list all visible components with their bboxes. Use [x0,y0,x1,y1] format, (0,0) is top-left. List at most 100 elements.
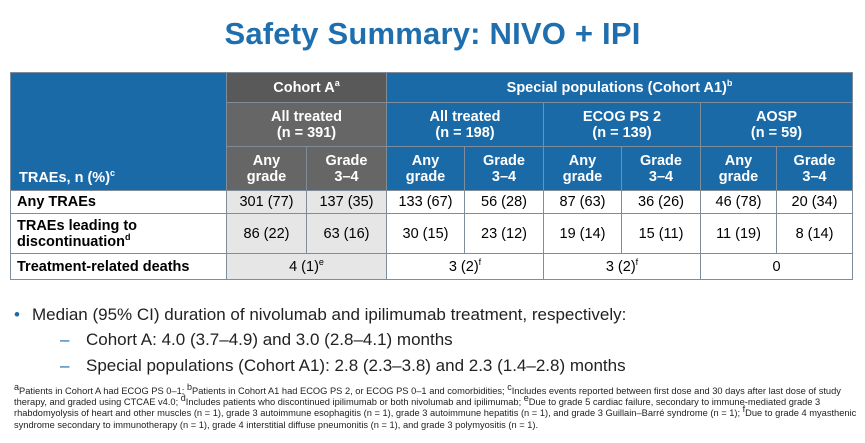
cohort-a-label: Cohort A [273,79,335,96]
col-label: 3–4 [491,168,517,185]
footnote-text: Patients in Cohort A1 had ECOG PS 2, or … [192,386,508,396]
footnote-mark: b [726,77,733,88]
group-header-ecog: ECOG PS 2 (n = 139) [543,102,701,147]
col-label: 3–4 [334,168,359,185]
col-label: grade [562,168,603,185]
footnote-mark: c [507,381,512,392]
row-label-line: discontinuation [17,233,125,250]
col-label: Any [568,152,597,169]
footnote-mark: d [180,393,186,404]
sub-bullet-text: Special populations (Cohort A1): 2.8 (2.… [86,356,626,375]
footnote-mark: f [635,256,639,267]
footnote-mark: c [110,168,116,179]
table-cell: 11 (19) [700,213,777,254]
col-label: 3–4 [802,168,827,185]
bullet-icon: • [14,305,20,324]
group-name: AOSP [755,108,798,125]
col-grade-3-4: Grade 3–4 [621,146,701,191]
cohort-a-header: Cohort Aa [226,72,387,103]
table-cell: 23 (12) [464,213,544,254]
group-n: (n = 391) [276,124,337,141]
cell-value: 3 (2) [605,258,636,275]
col-label: Any [411,152,440,169]
table-cell: 133 (67) [386,190,465,214]
table-cell: 19 (14) [543,213,622,254]
col-any-grade: Any grade [700,146,777,191]
table-cell: 8 (14) [775,213,854,254]
table-cell: 137 (35) [306,190,387,214]
col-label: grade [246,168,287,185]
group-name: ECOG PS 2 [582,108,662,125]
col-label: Grade [325,152,368,169]
col-grade-3-4: Grade 3–4 [775,146,854,191]
footnote-mark: b [186,381,192,392]
row-label: Treatment-related deaths [10,253,227,280]
page-title: Safety Summary: NIVO + IPI [224,16,641,51]
footnote-text: Patients in Cohort A had ECOG PS 0–1; [19,386,187,396]
cell-value: 0 [772,258,781,275]
col-grade-3-4: Grade 3–4 [464,146,544,191]
group-header-cohort-a: All treated (n = 391) [226,102,387,147]
table-cell: 4 (1)e [226,253,387,280]
table-cell: 301 (77) [226,190,307,214]
sub-bullet-text: Cohort A: 4.0 (3.7–4.9) and 3.0 (2.8–4.1… [86,330,453,349]
footnote-text: Due to grade 4 myasthenic syndrome secon… [14,408,857,430]
footnote-mark: a [14,381,20,392]
row-label-line: TRAEs leading to [17,217,138,234]
group-header-all-treated: All treated (n = 198) [386,102,544,147]
footnote-text: Includes patients who discontinued ipili… [185,397,524,408]
group-name: All treated [429,108,501,125]
special-populations-header: Special populations (Cohort A1)b [385,72,854,103]
footnote-text: Due to grade 5 cardiac failure, secondar… [14,397,821,419]
footnotes: aPatients in Cohort A had ECOG PS 0–1; b… [14,382,859,431]
sub-bullet-item: – Special populations (Cohort A1): 2.8 (2… [60,356,626,376]
dash-icon: – [60,330,70,349]
special-populations-label: Special populations (Cohort A1) [506,79,727,96]
col-label: Grade [793,152,836,169]
table-cell: 0 [699,253,854,280]
group-header-aosp: AOSP (n = 59) [699,102,854,147]
col-label: grade [405,168,446,185]
col-label: grade [718,168,759,185]
footnote-text: Includes events reported between first d… [14,386,841,408]
table-cell: 3 (2)f [543,253,701,280]
col-grade-3-4: Grade 3–4 [306,146,387,191]
footnote-mark: e [523,393,529,404]
row-label: Any TRAEs [10,190,227,214]
table-cell: 3 (2)f [386,253,544,280]
col-label: Any [252,152,281,169]
col-any-grade: Any grade [386,146,465,191]
group-n: (n = 198) [435,124,495,141]
row-header-cell: TRAEs, n (%)c [10,72,227,191]
col-label: 3–4 [648,168,674,185]
cell-value: 3 (2) [448,258,479,275]
table-row: TRAEs leading to discontinuationd 86 (22… [10,213,854,254]
group-name: All treated [271,108,342,125]
table-cell: 36 (26) [621,190,701,214]
table-row: Any TRAEs 301 (77) 137 (35) 133 (67) 56 … [10,190,854,214]
footnote-mark: f [478,256,482,267]
bullet-item: • Median (95% CI) duration of nivolumab a… [14,305,626,325]
sub-bullet-item: – Cohort A: 4.0 (3.7–4.9) and 3.0 (2.8–4.… [60,330,453,350]
footnote-mark: a [334,77,340,88]
table-cell: 56 (28) [464,190,544,214]
table-cell: 86 (22) [226,213,307,254]
col-label: Grade [483,152,525,169]
row-header-label: TRAEs, n (%) [19,170,111,186]
table-cell: 30 (15) [386,213,465,254]
safety-table: TRAEs, n (%)c Cohort Aa Special populati… [10,72,854,280]
group-n: (n = 139) [592,124,652,141]
table-cell: 63 (16) [306,213,387,254]
col-any-grade: Any grade [543,146,622,191]
bullet-text: Median (95% CI) duration of nivolumab an… [32,305,627,324]
table-cell: 20 (34) [775,190,854,214]
cell-value: 4 (1) [289,258,319,275]
col-any-grade: Any grade [226,146,307,191]
col-label: Grade [640,152,682,169]
group-n: (n = 59) [750,124,803,141]
row-label: TRAEs leading to discontinuationd [10,213,227,254]
table-cell: 15 (11) [621,213,701,254]
dash-icon: – [60,356,70,375]
footnote-mark: f [742,404,746,415]
footnote-mark: d [124,231,131,242]
